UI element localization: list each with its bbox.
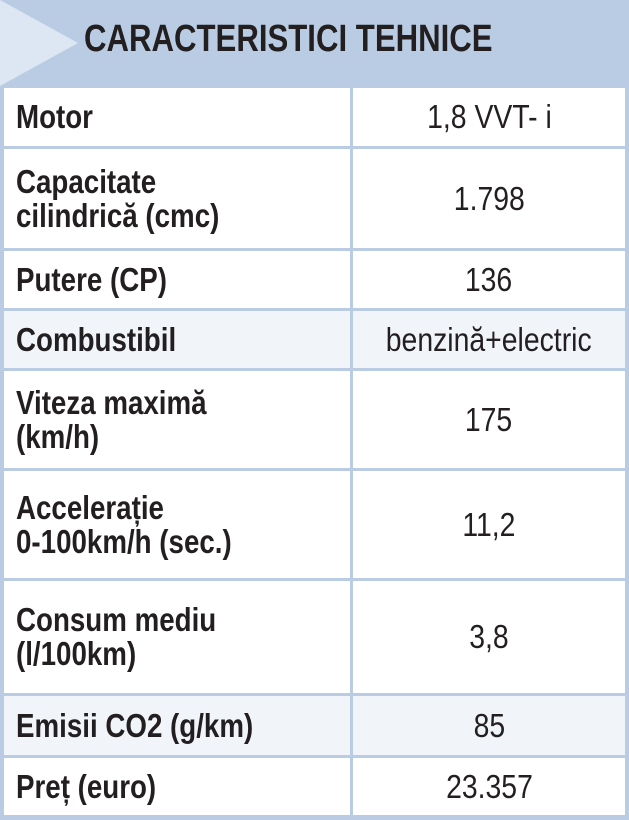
row-value: 136 [465, 260, 513, 298]
row-label-cell: Combustibil [4, 311, 350, 368]
row-value-cell: 3,8 [353, 581, 625, 693]
row-value: 85 [473, 706, 505, 744]
row-value: 23.357 [445, 767, 533, 805]
row-value: 3,8 [469, 618, 509, 655]
row-value-cell: 11,2 [353, 471, 625, 578]
row-value: 1.798 [453, 179, 525, 217]
row-label: Emisii CO2 (g/km) [16, 706, 254, 744]
row-label-cell: Capacitate cilindrică (cmc) [4, 149, 350, 248]
row-label: Consum mediu (l/100km) [16, 601, 217, 672]
row-label: Preț (euro) [16, 767, 157, 805]
row-value-cell: benzină+electric [353, 311, 625, 368]
row-value: benzină+electric [386, 320, 592, 358]
row-label-cell: Motor [4, 88, 350, 146]
row-label-cell: Consum mediu (l/100km) [4, 581, 350, 693]
arrow-shape [0, 0, 78, 86]
row-value: 11,2 [462, 505, 516, 543]
row-label: Combustibil [16, 320, 177, 358]
header: CARACTERISTICI TEHNICE [0, 0, 629, 86]
row-label-cell: Emisii CO2 (g/km) [4, 696, 350, 755]
header-title: CARACTERISTICI TEHNICE [84, 18, 493, 60]
row-value-cell: 1.798 [353, 149, 625, 248]
row-label-cell: Accelerație 0-100km/h (sec.) [4, 471, 350, 578]
row-value-cell: 1,8 VVT- i [353, 88, 625, 146]
row-value-cell: 23.357 [353, 758, 625, 815]
row-label: Accelerație 0-100km/h (sec.) [16, 488, 232, 560]
row-label: Capacitate cilindrică (cmc) [16, 162, 220, 234]
row-value-cell: 136 [353, 251, 625, 308]
row-value: 175 [465, 400, 513, 438]
row-value: 1,8 VVT- i [426, 98, 552, 135]
row-label: Motor [16, 98, 93, 135]
row-label: Putere (CP) [16, 260, 167, 298]
header-arrow [0, 0, 78, 86]
row-label-cell: Viteza maximă (km/h) [4, 371, 350, 468]
row-label-cell: Putere (CP) [4, 251, 350, 308]
row-label: Viteza maximă (km/h) [16, 383, 207, 455]
row-value-cell: 175 [353, 371, 625, 468]
row-value-cell: 85 [353, 696, 625, 755]
row-label-cell: Preț (euro) [4, 758, 350, 815]
